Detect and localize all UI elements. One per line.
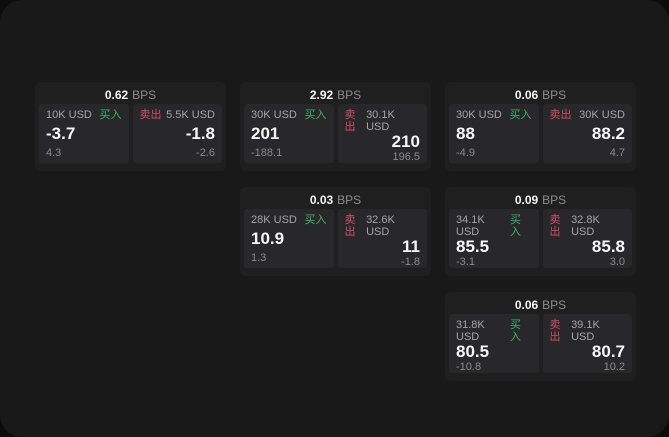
sell-quote: 80.7 xyxy=(591,342,625,361)
sell-amount: 32.6K USD xyxy=(366,214,395,238)
panels: 10K USD 买入 -3.7 4.3 卖出 5.5K USD -1.8 -2.… xyxy=(39,104,222,163)
bps-value: 0.09 xyxy=(514,193,539,207)
quote-card-6: 0.06 BPS 31.8K USD 买入 80.5 -10.8 卖出 39.1… xyxy=(445,292,636,381)
buy-label: 买入 xyxy=(304,214,327,226)
buy-delta: -3.1 xyxy=(456,256,475,268)
bps-value: 0.62 xyxy=(104,88,129,102)
sell-panel[interactable]: 卖出 30.1K USD 210 196.5 xyxy=(337,104,427,163)
sell-label: 卖出 xyxy=(549,319,561,343)
buy-amount: 30K USD xyxy=(251,109,297,121)
sell-label: 卖出 xyxy=(344,109,356,133)
quote-card-4: 0.03 BPS 28K USD 买入 10.9 1.3 卖出 32.6K US… xyxy=(240,187,431,276)
sell-delta: 196.5 xyxy=(392,151,420,163)
buy-delta: -4.9 xyxy=(456,147,475,159)
buy-panel[interactable]: 10K USD 买入 -3.7 4.3 xyxy=(39,104,129,163)
sell-delta: -1.8 xyxy=(401,256,420,268)
buy-label: 买入 xyxy=(304,109,327,121)
sell-panel[interactable]: 卖出 30K USD 88.2 4.7 xyxy=(542,104,632,163)
card-header: 0.09 BPS xyxy=(449,191,632,209)
bps-value: 0.06 xyxy=(514,298,539,312)
buy-panel[interactable]: 31.8K USD 买入 80.5 -10.8 xyxy=(449,314,539,373)
buy-quote: -3.7 xyxy=(46,124,76,143)
buy-panel[interactable]: 28K USD 买入 10.9 1.3 xyxy=(244,209,334,268)
bps-value: 2.92 xyxy=(309,88,334,102)
sell-amount: 30.1K USD xyxy=(366,109,395,133)
panels: 34.1K USD 买入 85.5 -3.1 卖出 32.8K USD 85.8… xyxy=(449,209,632,268)
bps-unit: BPS xyxy=(542,298,567,312)
buy-amount: 30K USD xyxy=(456,109,502,121)
sell-panel[interactable]: 卖出 5.5K USD -1.8 -2.6 xyxy=(132,104,222,163)
buy-quote: 10.9 xyxy=(251,229,285,248)
sell-label: 卖出 xyxy=(139,109,162,121)
panels: 28K USD 买入 10.9 1.3 卖出 32.6K USD 11 -1.8 xyxy=(244,209,427,268)
buy-panel[interactable]: 34.1K USD 买入 85.5 -3.1 xyxy=(449,209,539,268)
sell-amount: 32.8K USD xyxy=(571,214,600,238)
sell-quote: 85.8 xyxy=(591,237,625,256)
buy-label: 买入 xyxy=(509,214,521,238)
buy-amount: 28K USD xyxy=(251,214,297,226)
buy-label: 买入 xyxy=(509,319,521,343)
panels: 30K USD 买入 201 -188.1 卖出 30.1K USD 210 1… xyxy=(244,104,427,163)
card-header: 0.03 BPS xyxy=(244,191,427,209)
sell-delta: 3.0 xyxy=(609,256,625,268)
sell-amount: 30K USD xyxy=(579,109,625,121)
panels: 31.8K USD 买入 80.5 -10.8 卖出 39.1K USD 80.… xyxy=(449,314,632,373)
bps-unit: BPS xyxy=(337,193,362,207)
sell-quote: 11 xyxy=(402,237,420,256)
buy-label: 买入 xyxy=(99,109,122,121)
buy-delta: -188.1 xyxy=(251,147,283,159)
sell-panel[interactable]: 卖出 32.6K USD 11 -1.8 xyxy=(337,209,427,268)
buy-amount: 34.1K USD xyxy=(456,214,485,238)
card-header: 2.92 BPS xyxy=(244,86,427,104)
buy-quote: 88 xyxy=(456,124,475,143)
sell-delta: 4.7 xyxy=(609,147,625,159)
card-header: 0.62 BPS xyxy=(39,86,222,104)
quote-card-3: 0.06 BPS 30K USD 买入 88 -4.9 卖出 30K USD 8… xyxy=(445,82,636,171)
sell-panel[interactable]: 卖出 39.1K USD 80.7 10.2 xyxy=(542,314,632,373)
buy-label: 买入 xyxy=(509,109,532,121)
bps-unit: BPS xyxy=(337,88,362,102)
bps-unit: BPS xyxy=(542,193,567,207)
card-header: 0.06 BPS xyxy=(449,86,632,104)
sell-panel[interactable]: 卖出 32.8K USD 85.8 3.0 xyxy=(542,209,632,268)
buy-quote: 85.5 xyxy=(456,237,490,256)
bps-value: 0.06 xyxy=(514,88,539,102)
bps-value: 0.03 xyxy=(309,193,334,207)
sell-quote: -1.8 xyxy=(185,124,215,143)
buy-quote: 201 xyxy=(251,124,280,143)
buy-delta: 1.3 xyxy=(251,252,267,264)
quote-card-5: 0.09 BPS 34.1K USD 买入 85.5 -3.1 卖出 32.8K… xyxy=(445,187,636,276)
buy-quote: 80.5 xyxy=(456,342,490,361)
buy-delta: 4.3 xyxy=(46,147,62,159)
sell-label: 卖出 xyxy=(549,214,561,238)
sell-delta: -2.6 xyxy=(196,147,215,159)
card-header: 0.06 BPS xyxy=(449,296,632,314)
sell-label: 卖出 xyxy=(344,214,356,238)
buy-amount: 31.8K USD xyxy=(456,319,485,343)
sell-amount: 5.5K USD xyxy=(166,109,215,121)
buy-panel[interactable]: 30K USD 买入 88 -4.9 xyxy=(449,104,539,163)
bps-unit: BPS xyxy=(542,88,567,102)
buy-delta: -10.8 xyxy=(456,361,482,373)
quote-card-2: 2.92 BPS 30K USD 买入 201 -188.1 卖出 30.1K … xyxy=(240,82,431,171)
buy-panel[interactable]: 30K USD 买入 201 -188.1 xyxy=(244,104,334,163)
bps-unit: BPS xyxy=(132,88,157,102)
panels: 30K USD 买入 88 -4.9 卖出 30K USD 88.2 4.7 xyxy=(449,104,632,163)
quote-card-1: 0.62 BPS 10K USD 买入 -3.7 4.3 卖出 5.5K USD… xyxy=(35,82,226,171)
sell-label: 卖出 xyxy=(549,109,572,121)
sell-amount: 39.1K USD xyxy=(571,319,600,343)
sell-quote: 88.2 xyxy=(591,124,625,143)
sell-quote: 210 xyxy=(391,132,420,151)
sell-delta: 10.2 xyxy=(603,361,625,373)
buy-amount: 10K USD xyxy=(46,109,92,121)
